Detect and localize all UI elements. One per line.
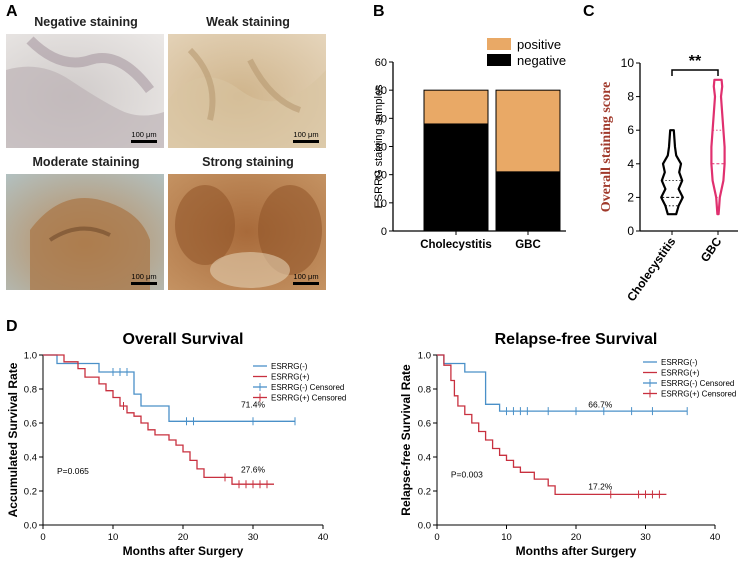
y-tick-label: 0.6 (24, 419, 37, 430)
significance-bracket (671, 69, 719, 76)
panel-a: Negative staining Weak staining Moderate… (6, 15, 326, 290)
km-line-ESRRG(+) (43, 354, 274, 485)
p-value: P=0.003 (451, 469, 483, 479)
x-tick-label: 10 (108, 532, 119, 543)
y-tick-label: 10 (375, 198, 387, 210)
scale-bar-label: 100 μm (293, 130, 318, 139)
km-line-ESRRG(+) (437, 354, 667, 496)
x-tick-label: 0 (434, 532, 439, 543)
survival-annotation: 71.4% (241, 400, 266, 410)
survival-annotation: 66.7% (588, 400, 613, 410)
photo-label-strong: Strong staining (202, 155, 294, 169)
x-tick-label: 40 (318, 532, 329, 543)
chart-title: Relapse-free Survival (495, 331, 658, 348)
x-tick-label: Cholecystitis (420, 239, 492, 251)
panel-letter-d: D (6, 318, 18, 335)
x-tick-label: 30 (248, 532, 259, 543)
bar-positive (423, 89, 489, 125)
y-tick-label: 6 (627, 123, 634, 137)
km-line-ESRRG(-) (43, 354, 295, 422)
photo-label-moderate: Moderate staining (33, 155, 140, 169)
legend-label: ESRRG(-) (271, 362, 308, 371)
photo-negative: 100 μm (6, 34, 164, 148)
chart-title: Overall Survival (123, 331, 244, 348)
y-tick-label: 10 (621, 56, 635, 70)
y-tick-label: 4 (627, 157, 634, 171)
x-tick-label: 40 (710, 532, 721, 543)
legend-label-negative: negative (517, 53, 566, 68)
legend-label: ESRRG(+) Censored (661, 390, 736, 399)
y-tick-label: 0 (627, 224, 634, 238)
y-tick-label: 8 (627, 90, 634, 104)
y-tick-label: 2 (627, 190, 634, 204)
violin-gbc (710, 78, 726, 216)
violin-cholecystitis (660, 129, 684, 216)
legend-swatch-negative (487, 54, 511, 66)
y-tick-label: 50 (375, 85, 387, 97)
x-tick-label: Cholecystitis (624, 234, 678, 303)
x-axis-label: Months after Surgery (123, 544, 244, 558)
y-axis-label: Accumulated Survival Rate (6, 362, 20, 517)
y-tick-label: 40 (375, 113, 387, 125)
y-tick-label: 0.2 (24, 487, 37, 498)
y-axis-label: Relapse-free Survival Rate (399, 364, 413, 516)
legend-label: ESRRG(-) Censored (271, 383, 344, 392)
x-tick-label: 10 (501, 532, 512, 543)
photo-strong: 100 μm (168, 174, 326, 290)
p-value: P=0.065 (57, 466, 89, 476)
y-tick-label: 1.0 (418, 351, 431, 362)
legend-label: ESRRG(+) (661, 369, 700, 378)
legend-swatch-positive (487, 38, 511, 50)
x-tick-label: 20 (178, 532, 189, 543)
chart-d-overall-survival: Overall Survival 0.0 0.2 0.4 0.6 0.8 1.0 0 10 20 3… (6, 331, 346, 558)
y-tick-label: 0.4 (24, 453, 37, 464)
y-tick-label: 60 (375, 57, 387, 69)
scale-bar-label: 100 μm (131, 130, 156, 139)
photo-moderate: 100 μm (6, 174, 164, 290)
x-tick-label: 0 (40, 532, 45, 543)
y-tick-label: 0.6 (418, 419, 431, 430)
y-tick-label: 0.8 (418, 385, 431, 396)
y-axis-label: ESRRG staining samples (373, 84, 385, 209)
x-tick-label: GBC (698, 234, 725, 264)
legend-label: ESRRG(+) (271, 373, 310, 382)
chart-b-stacked-bar: 0 10 20 30 40 50 60 ESRRG staining samples Chole… (373, 37, 566, 251)
photo-label-weak: Weak staining (206, 15, 290, 29)
y-tick-label: 0 (381, 226, 387, 238)
legend-label-positive: positive (517, 37, 561, 52)
y-tick-label: 20 (375, 170, 387, 182)
scale-bar-label: 100 μm (293, 272, 318, 281)
x-axis-label: Months after Surgery (516, 544, 637, 558)
legend-label: ESRRG(+) Censored (271, 394, 346, 403)
y-tick-label: 0.8 (24, 385, 37, 396)
y-tick-label: 0.0 (24, 521, 37, 532)
survival-annotation: 17.2% (588, 481, 613, 491)
photo-label-negative: Negative staining (34, 15, 138, 29)
y-tick-label: 30 (375, 142, 387, 154)
significance-label: ** (689, 53, 702, 70)
bar-negative (423, 123, 489, 232)
chart-d-relapse-free-survival: Relapse-free Survival 0.0 0.2 0.4 0.6 0.8 1.0 0… (399, 331, 736, 558)
panel-letter-c: C (583, 3, 595, 20)
x-tick-label: 20 (571, 532, 582, 543)
panel-letter-b: B (373, 3, 385, 20)
y-tick-label: 1.0 (24, 351, 37, 362)
y-axis-label: Overall staining score (599, 82, 614, 212)
legend-label: ESRRG(-) (661, 358, 698, 367)
y-tick-label: 0.0 (418, 521, 431, 532)
photo-weak: 100 μm (168, 34, 326, 148)
bar-negative (495, 171, 561, 232)
survival-annotation: 27.6% (241, 464, 266, 474)
legend-label: ESRRG(-) Censored (661, 379, 734, 388)
panel-letter-a: A (6, 3, 18, 20)
y-tick-label: 0.4 (418, 453, 431, 464)
x-tick-label: GBC (515, 239, 541, 251)
y-tick-label: 0.2 (418, 487, 431, 498)
x-tick-label: 30 (640, 532, 651, 543)
scale-bar-label: 100 μm (131, 272, 156, 281)
chart-c-violin: 0 2 4 6 8 10 Overall staining score Cholecystit… (599, 53, 738, 304)
bar-positive (495, 89, 561, 173)
